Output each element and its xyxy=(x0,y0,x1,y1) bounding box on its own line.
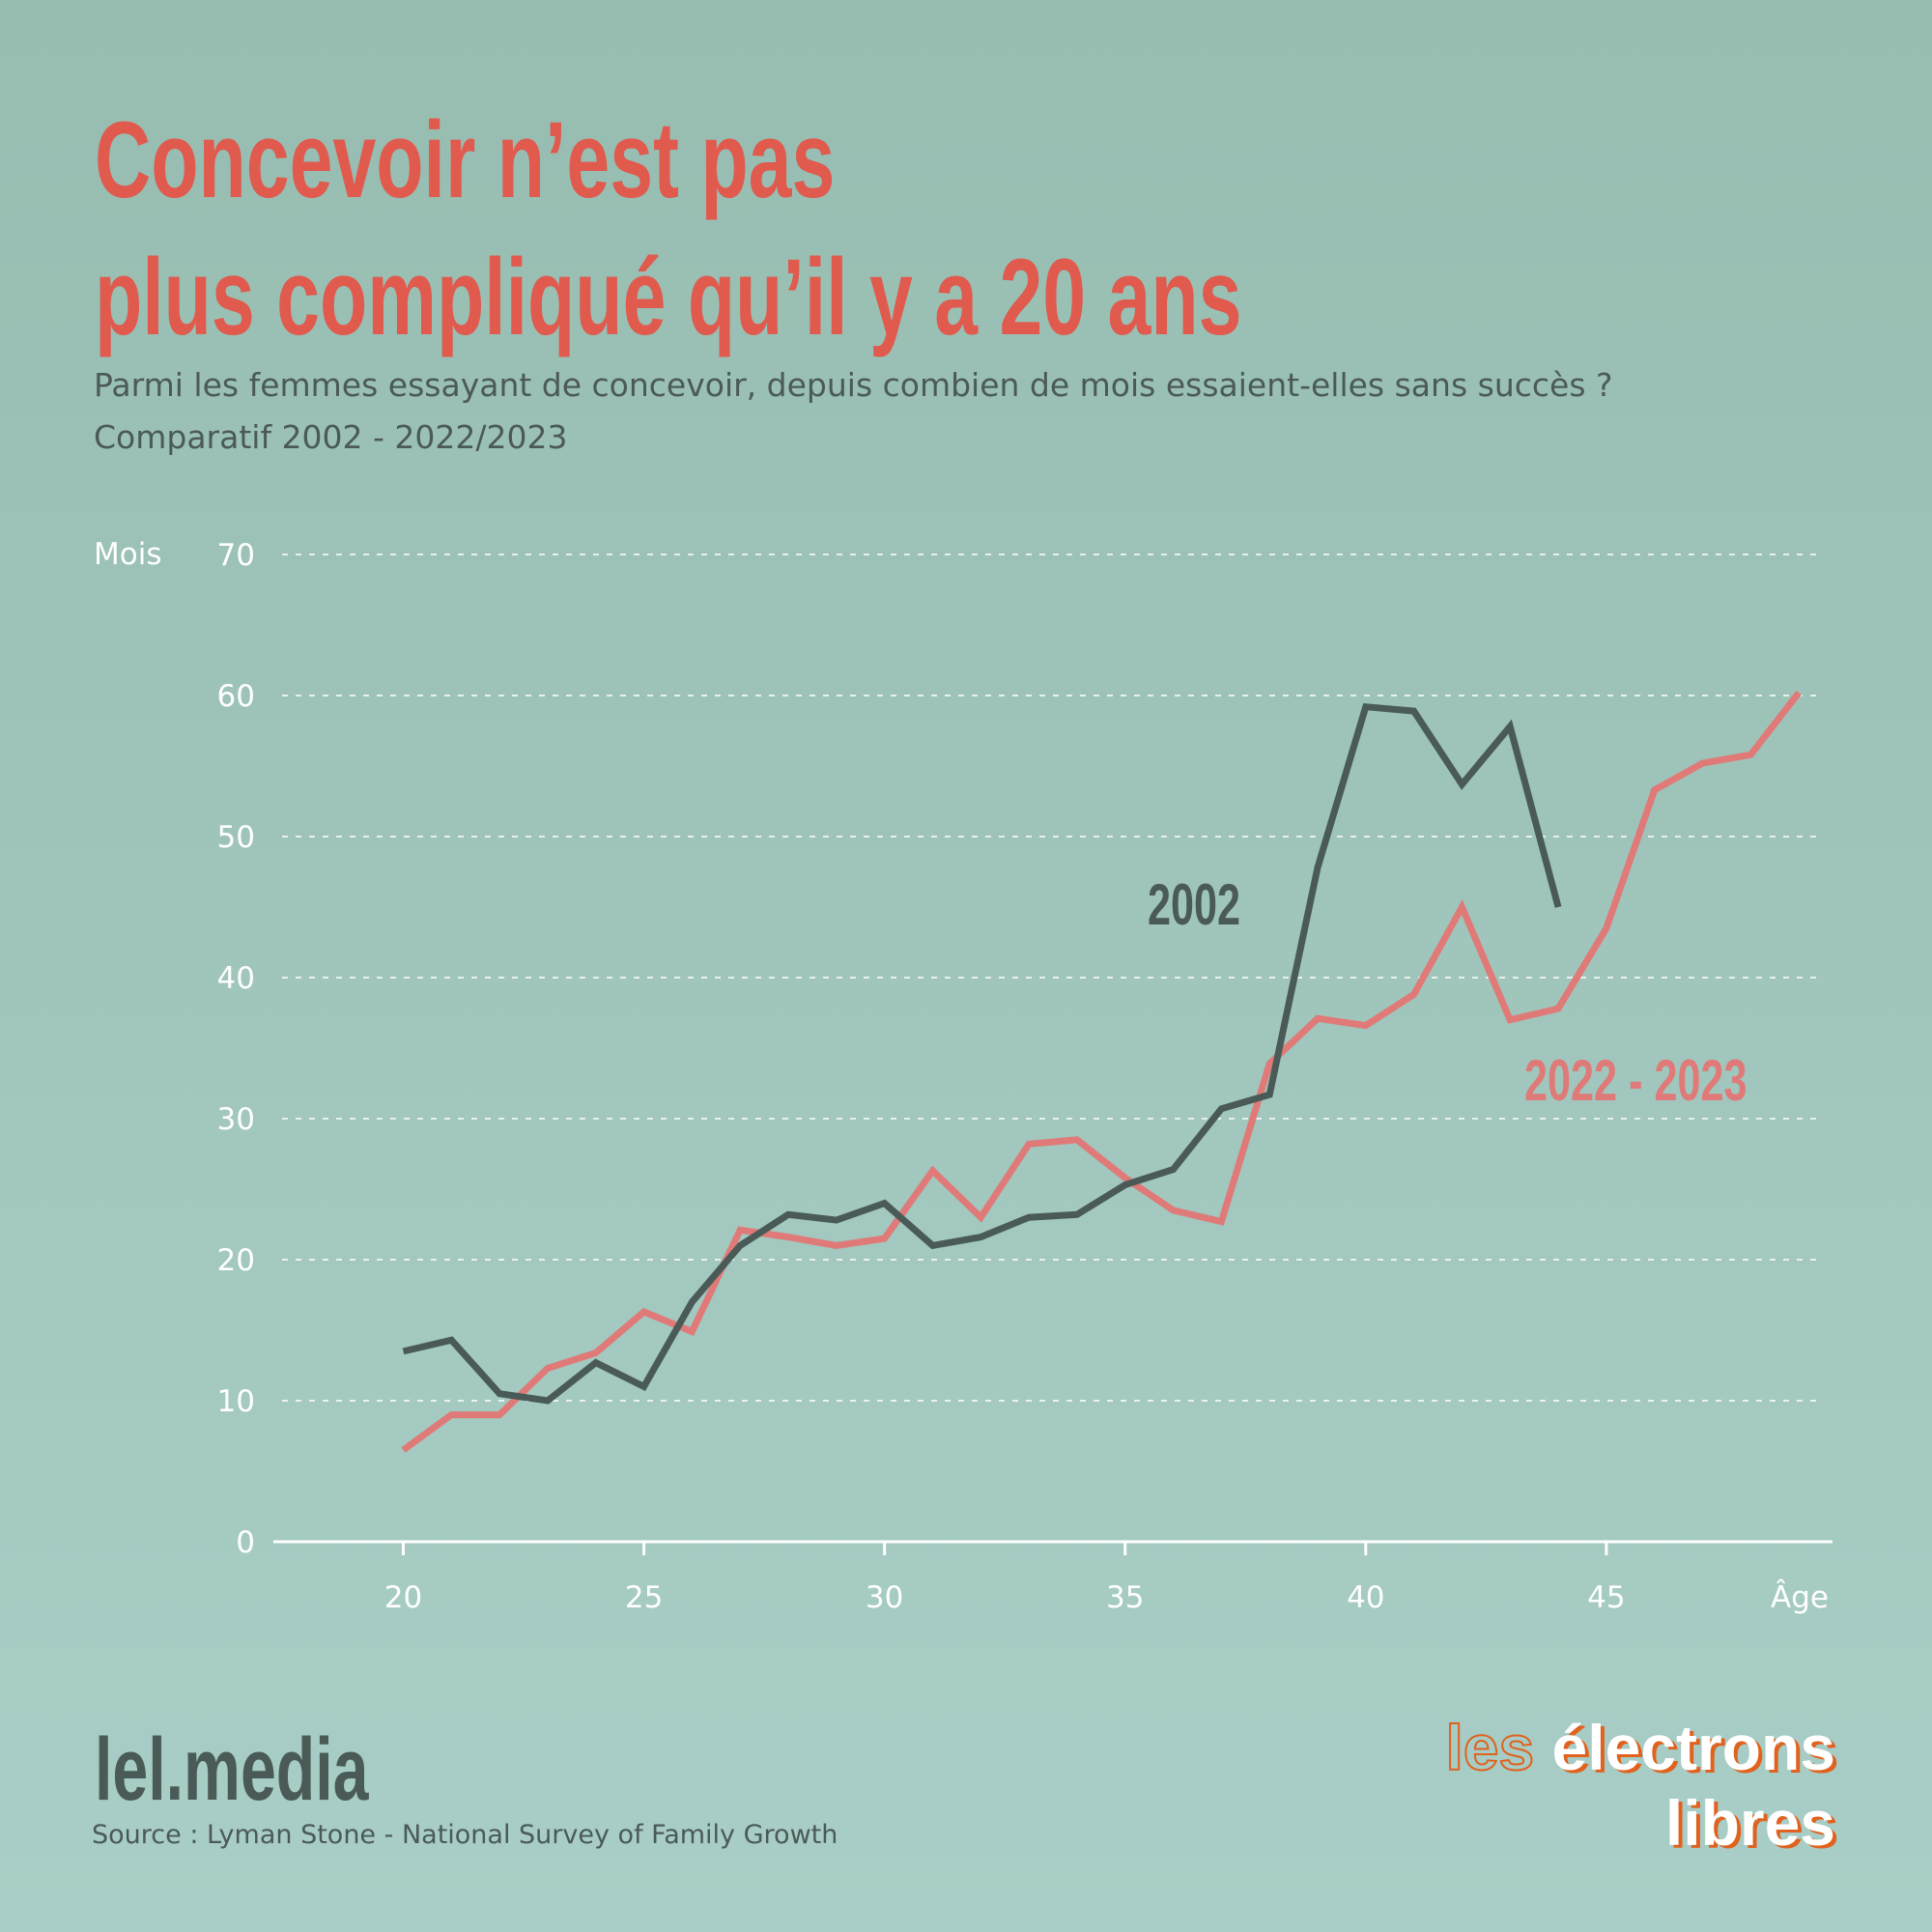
y-axis-label: Mois xyxy=(94,537,161,572)
chart-title: Concevoir n’est pas plus compliqué qu’il… xyxy=(95,92,1242,366)
y-tick-0: 0 xyxy=(236,1525,255,1560)
line-2022-2023 xyxy=(401,690,1802,1453)
series-lines xyxy=(401,690,1802,1453)
x-tick-25: 25 xyxy=(625,1580,663,1615)
y-tick-30: 30 xyxy=(217,1102,255,1137)
logo-word-libres: libres xyxy=(1664,1787,1835,1859)
y-tick-60: 60 xyxy=(217,679,255,714)
x-tick-45: 45 xyxy=(1587,1580,1625,1615)
logo-word-electrons: électrons xyxy=(1551,1712,1835,1783)
y-tick-labels: 0 10 20 30 40 50 60 70 xyxy=(217,538,255,1560)
series-label-2002: 2002 xyxy=(1148,873,1240,938)
series-label-2022-2023: 2022 - 2023 xyxy=(1524,1049,1747,1114)
les-electrons-libres-logo: les électrons libres xyxy=(1444,1710,1835,1861)
x-tick-40: 40 xyxy=(1347,1580,1384,1615)
subtitle-line-1: Parmi les femmes essayant de concevoir, … xyxy=(94,366,1613,404)
source-note: Source : Lyman Stone - National Survey o… xyxy=(92,1820,838,1850)
x-tick-20: 20 xyxy=(384,1580,422,1615)
brand-logo: lel.media xyxy=(95,1720,369,1819)
y-tick-20: 20 xyxy=(217,1243,255,1278)
y-tick-40: 40 xyxy=(217,961,255,996)
y-tick-10: 10 xyxy=(217,1384,255,1419)
x-tick-35: 35 xyxy=(1106,1580,1144,1615)
gridlines xyxy=(282,554,1816,1402)
chart-subtitle: Parmi les femmes essayant de concevoir, … xyxy=(94,359,1613,464)
y-tick-70: 70 xyxy=(217,538,255,573)
x-axis-label: Âge xyxy=(1771,1580,1829,1615)
x-tick-30: 30 xyxy=(866,1580,903,1615)
title-line-2: plus compliqué qu’il y a 20 ans xyxy=(95,237,1242,357)
subtitle-line-2: Comparatif 2002 - 2022/2023 xyxy=(94,418,568,456)
title-line-1: Concevoir n’est pas xyxy=(95,99,836,220)
y-tick-50: 50 xyxy=(217,820,255,855)
logo-word-les: les xyxy=(1444,1711,1535,1784)
x-tick-labels: 20 25 30 35 40 45 xyxy=(384,1542,1626,1615)
line-2002 xyxy=(402,702,1562,1405)
